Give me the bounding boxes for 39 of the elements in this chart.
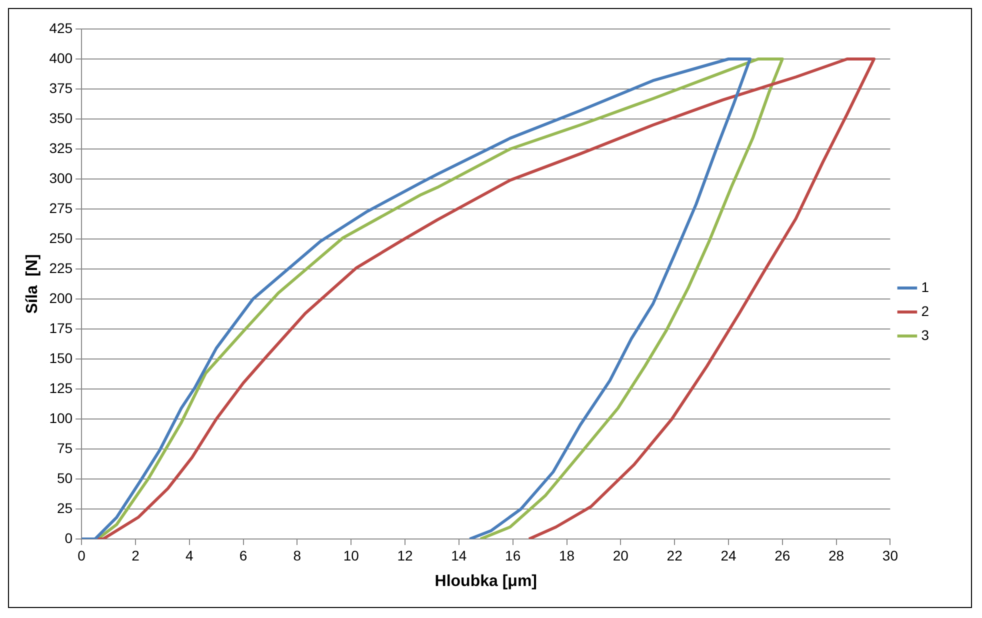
- y-tick-label: 150: [49, 350, 73, 366]
- legend-label: 3: [921, 326, 930, 343]
- x-tick-label: 10: [343, 547, 360, 564]
- x-tick-label: 18: [558, 547, 575, 564]
- y-tick-label: 75: [56, 440, 73, 456]
- y-tick-label: 50: [56, 470, 73, 486]
- y-tick-label: 175: [49, 320, 73, 336]
- y-tick-label: 200: [49, 290, 73, 306]
- x-tick-label: 24: [720, 547, 736, 564]
- x-tick-label: 16: [505, 547, 521, 564]
- legend-label: 2: [921, 302, 930, 319]
- y-tick-label: 25: [56, 500, 73, 516]
- x-tick-label: 2: [132, 547, 140, 564]
- y-tick-label: 350: [49, 110, 73, 126]
- x-tick-label: 22: [666, 547, 683, 564]
- y-tick-label: 250: [49, 230, 73, 246]
- x-tick-label: 14: [451, 547, 467, 564]
- y-tick-label: 275: [49, 200, 73, 216]
- x-tick-label: 12: [397, 547, 414, 564]
- x-tick-label: 30: [882, 547, 898, 564]
- x-tick-label: 0: [78, 547, 86, 564]
- x-tick-label: 4: [185, 547, 194, 564]
- y-tick-label: 300: [49, 170, 73, 186]
- y-tick-label: 400: [49, 50, 73, 66]
- y-tick-label: 0: [64, 530, 73, 546]
- y-tick-label: 425: [49, 20, 73, 36]
- x-tick-label: 26: [774, 547, 790, 564]
- x-tick-label: 28: [828, 547, 844, 564]
- y-tick-label: 325: [49, 140, 73, 156]
- x-tick-label: 20: [612, 547, 629, 564]
- x-axis-title: Hloubka [μm]: [434, 572, 538, 590]
- y-axis-title: Síla [N]: [24, 254, 42, 314]
- y-tick-label: 125: [49, 380, 73, 396]
- x-tick-label: 6: [239, 547, 248, 564]
- y-tick-label: 375: [49, 80, 73, 96]
- legend-label: 1: [921, 278, 930, 295]
- y-tick-label: 100: [49, 410, 73, 426]
- y-tick-label: 225: [49, 260, 73, 276]
- x-tick-label: 8: [293, 547, 302, 564]
